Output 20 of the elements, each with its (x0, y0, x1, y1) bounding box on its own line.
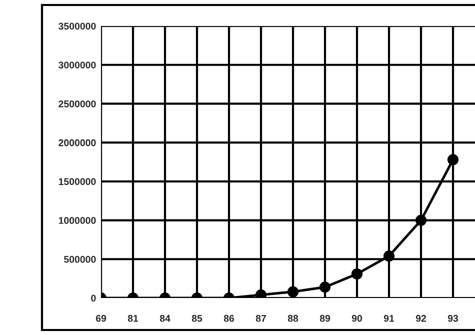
y-tick-label: 500000 (64, 256, 96, 263)
x-tick-label: 92 (416, 314, 426, 322)
y-tick-label: 1000000 (58, 217, 96, 224)
x-tick-label: 93 (448, 314, 458, 322)
x-tick-label: 88 (288, 314, 298, 322)
x-tick-label: 90 (352, 314, 362, 322)
x-tick-label: 86 (224, 314, 234, 322)
y-tick-label: 1500000 (58, 178, 96, 186)
y-tick-label: 3500000 (58, 22, 96, 30)
y-tick-label: 2000000 (58, 139, 96, 146)
x-tick-label: 91 (384, 314, 394, 322)
x-tick-label: 85 (192, 314, 202, 322)
x-tick-label: 84 (160, 314, 170, 322)
y-tick-label: 2500000 (58, 100, 96, 108)
y-tick-label: 0 (91, 294, 96, 302)
x-tick-label: 87 (256, 314, 266, 322)
x-tick-label: 69 (96, 314, 106, 322)
y-tick-label: 3000000 (58, 62, 96, 68)
x-tick-label: 89 (320, 314, 330, 322)
x-tick-label: 81 (128, 314, 138, 322)
